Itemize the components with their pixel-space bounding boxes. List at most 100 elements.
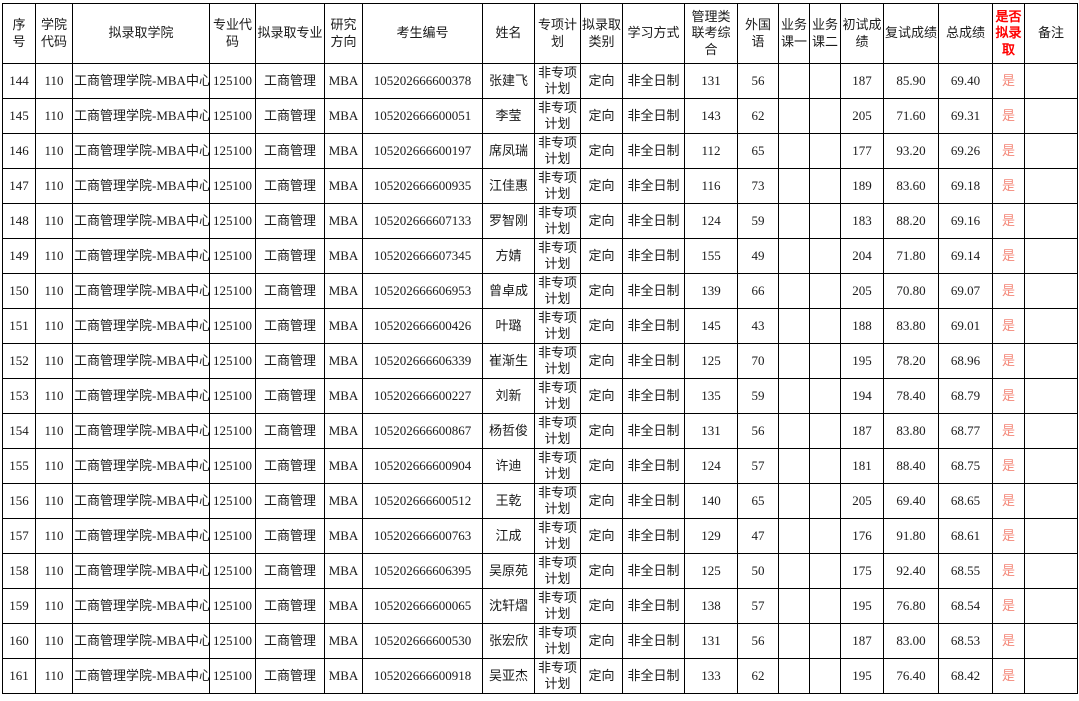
cell-study-mode: 非全日制 <box>622 553 685 589</box>
cell-business-course-1 <box>778 378 810 414</box>
cell-candidate-name: 罗智刚 <box>482 203 535 239</box>
cell-college-code: 110 <box>35 658 73 694</box>
cell-admit-college: 工商管理学院-MBA中心 <box>72 518 210 554</box>
cell-major-code: 125100 <box>209 658 256 694</box>
cell-mgmt-joint-exam-score: 140 <box>684 483 738 519</box>
cell-initial-exam-score: 194 <box>840 378 884 414</box>
cell-serial-no: 154 <box>2 413 36 449</box>
cell-business-course-1 <box>778 518 810 554</box>
cell-admit-college: 工商管理学院-MBA中心 <box>72 658 210 694</box>
cell-college-code: 110 <box>35 273 73 309</box>
cell-candidate-name: 曾卓成 <box>482 273 535 309</box>
cell-total-score: 69.26 <box>938 133 993 169</box>
cell-admit-category: 定向 <box>580 623 623 659</box>
cell-major-code: 125100 <box>209 203 256 239</box>
table-row: 160 110 工商管理学院-MBA中心 125100 工商管理 MBA 105202666… <box>2 623 1078 659</box>
cell-study-mode: 非全日制 <box>622 378 685 414</box>
cell-remarks <box>1024 343 1078 379</box>
cell-remarks <box>1024 133 1078 169</box>
cell-admit-category: 定向 <box>580 413 623 449</box>
cell-is-admitted: 是 <box>992 238 1025 274</box>
col-header-serial-no: 序号 <box>2 3 36 64</box>
cell-research-direction: MBA <box>324 63 363 99</box>
cell-candidate-number: 105202666600530 <box>362 623 483 659</box>
cell-research-direction: MBA <box>324 448 363 484</box>
cell-remarks <box>1024 483 1078 519</box>
cell-foreign-language-score: 49 <box>737 238 779 274</box>
col-header-candidate-name: 姓名 <box>482 3 535 64</box>
cell-retest-score: 71.60 <box>883 98 939 134</box>
cell-candidate-name: 方婧 <box>482 238 535 274</box>
cell-serial-no: 150 <box>2 273 36 309</box>
cell-total-score: 69.18 <box>938 168 993 204</box>
cell-college-code: 110 <box>35 483 73 519</box>
cell-is-admitted: 是 <box>992 133 1025 169</box>
cell-business-course-1 <box>778 553 810 589</box>
cell-initial-exam-score: 195 <box>840 658 884 694</box>
table-row: 146 110 工商管理学院-MBA中心 125100 工商管理 MBA 105202666… <box>2 133 1078 169</box>
cell-serial-no: 152 <box>2 343 36 379</box>
cell-special-plan: 非专项计划 <box>534 168 581 204</box>
cell-business-course-2 <box>809 168 841 204</box>
cell-mgmt-joint-exam-score: 143 <box>684 98 738 134</box>
cell-business-course-1 <box>778 133 810 169</box>
cell-special-plan: 非专项计划 <box>534 588 581 624</box>
cell-research-direction: MBA <box>324 518 363 554</box>
cell-business-course-2 <box>809 448 841 484</box>
cell-admit-category: 定向 <box>580 98 623 134</box>
cell-remarks <box>1024 413 1078 449</box>
cell-admit-college: 工商管理学院-MBA中心 <box>72 308 210 344</box>
cell-is-admitted: 是 <box>992 553 1025 589</box>
cell-business-course-2 <box>809 238 841 274</box>
cell-business-course-2 <box>809 483 841 519</box>
cell-initial-exam-score: 187 <box>840 623 884 659</box>
cell-special-plan: 非专项计划 <box>534 238 581 274</box>
cell-foreign-language-score: 56 <box>737 413 779 449</box>
cell-admit-college: 工商管理学院-MBA中心 <box>72 273 210 309</box>
cell-candidate-name: 王乾 <box>482 483 535 519</box>
cell-initial-exam-score: 205 <box>840 98 884 134</box>
cell-admit-college: 工商管理学院-MBA中心 <box>72 238 210 274</box>
header-row: 序号 学院代码 拟录取学院 专业代码 拟录取专业 研究方向 考生编号 姓名 专项计划 拟录取类别学… <box>2 3 1078 64</box>
table-row: 147 110 工商管理学院-MBA中心 125100 工商管理 MBA 105202666… <box>2 168 1078 204</box>
cell-research-direction: MBA <box>324 133 363 169</box>
admission-list-table: 序号 学院代码 拟录取学院 专业代码 拟录取专业 研究方向 考生编号 姓名 专项计划 拟录取类别学… <box>2 3 1078 694</box>
cell-admit-college: 工商管理学院-MBA中心 <box>72 133 210 169</box>
cell-admit-major: 工商管理 <box>255 483 325 519</box>
cell-college-code: 110 <box>35 168 73 204</box>
cell-business-course-1 <box>778 98 810 134</box>
col-header-is-admitted: 是否拟录取 <box>992 3 1025 64</box>
cell-total-score: 68.61 <box>938 518 993 554</box>
cell-study-mode: 非全日制 <box>622 413 685 449</box>
cell-total-score: 68.75 <box>938 448 993 484</box>
cell-business-course-1 <box>778 413 810 449</box>
cell-initial-exam-score: 195 <box>840 588 884 624</box>
cell-business-course-1 <box>778 483 810 519</box>
col-header-study-mode: 学习方式 <box>622 3 685 64</box>
cell-mgmt-joint-exam-score: 124 <box>684 203 738 239</box>
cell-admit-major: 工商管理 <box>255 623 325 659</box>
cell-admit-major: 工商管理 <box>255 238 325 274</box>
cell-admit-category: 定向 <box>580 168 623 204</box>
cell-candidate-number: 105202666606953 <box>362 273 483 309</box>
cell-major-code: 125100 <box>209 238 256 274</box>
cell-candidate-number: 105202666600051 <box>362 98 483 134</box>
cell-admit-category: 定向 <box>580 518 623 554</box>
cell-retest-score: 92.40 <box>883 553 939 589</box>
cell-initial-exam-score: 183 <box>840 203 884 239</box>
cell-is-admitted: 是 <box>992 483 1025 519</box>
cell-special-plan: 非专项计划 <box>534 623 581 659</box>
cell-business-course-2 <box>809 378 841 414</box>
cell-remarks <box>1024 63 1078 99</box>
cell-retest-score: 85.90 <box>883 63 939 99</box>
cell-initial-exam-score: 205 <box>840 273 884 309</box>
cell-is-admitted: 是 <box>992 98 1025 134</box>
cell-remarks <box>1024 588 1078 624</box>
cell-initial-exam-score: 205 <box>840 483 884 519</box>
cell-business-course-1 <box>778 448 810 484</box>
cell-is-admitted: 是 <box>992 273 1025 309</box>
cell-special-plan: 非专项计划 <box>534 133 581 169</box>
cell-research-direction: MBA <box>324 343 363 379</box>
cell-business-course-2 <box>809 308 841 344</box>
cell-admit-major: 工商管理 <box>255 413 325 449</box>
